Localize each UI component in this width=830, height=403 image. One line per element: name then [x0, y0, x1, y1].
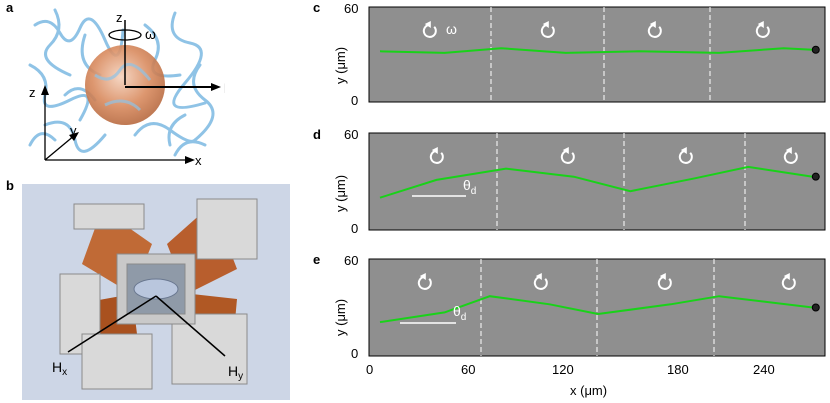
micrograph-d: [368, 132, 826, 231]
e-ytick-0: 0: [351, 346, 359, 361]
trajectory-d: [379, 165, 813, 199]
xtick-180: 180: [667, 362, 689, 377]
xtick-240: 240: [753, 362, 775, 377]
d-ytick-60: 60: [344, 127, 359, 142]
rotation-icon-d-1: [560, 150, 575, 164]
panel-d-label: d: [313, 127, 321, 142]
trajectory-e: [379, 295, 813, 324]
rotation-arrowhead-e-3: [783, 273, 790, 280]
rotation-arrowhead-e-0: [419, 273, 426, 280]
axis-x-label: x: [195, 153, 202, 165]
rotation-icon-d-2: [678, 150, 693, 164]
panel-b-coil-device: Hx Hy: [22, 184, 290, 400]
rotation-icon-d-0: [429, 150, 444, 164]
rotation-arrowhead-c-1: [542, 21, 549, 28]
particle-e: [811, 303, 820, 312]
c-ytick-60: 60: [344, 1, 359, 16]
trajectory-c: [379, 47, 813, 54]
rotation-arrowhead-c-3: [757, 21, 764, 28]
hy-label: Hy: [228, 363, 243, 382]
rotation-icon-c-3: [755, 24, 770, 38]
xtick-60: 60: [461, 362, 476, 377]
c-ytick-0: 0: [351, 93, 359, 108]
particle-c: [811, 45, 820, 54]
xlabel: x (μm): [570, 383, 608, 398]
rotation-arrowhead-c-0: [424, 21, 431, 28]
panel-e-ylabel: y (μm): [333, 298, 348, 336]
rotation-icon-e-3: [781, 276, 796, 290]
axis-z-label: z: [29, 85, 36, 100]
rotation-arrowhead-d-0: [431, 147, 438, 154]
rotation-icon-d-3: [783, 150, 798, 164]
rotation-icon-c-2: [647, 24, 662, 38]
xtick-0: 0: [366, 362, 374, 377]
panel-d-ylabel: y (μm): [333, 174, 348, 212]
particle-d: [811, 172, 820, 181]
rotation-arrowhead-d-1: [562, 147, 569, 154]
rotation-icon-e-2: [657, 276, 672, 290]
panel-c-label: c: [313, 0, 321, 15]
rotation-icon-e-1: [533, 276, 548, 290]
panel-b-label: b: [6, 178, 14, 193]
force-label: F: [224, 80, 225, 96]
hx-label: Hx: [52, 359, 67, 378]
panel-e-theta: θd: [453, 303, 467, 323]
xtick-120: 120: [552, 362, 574, 377]
rotation-icon-c-1: [540, 24, 555, 38]
rotation-arrowhead-d-3: [785, 147, 792, 154]
omega-label: ω: [145, 26, 156, 42]
rotation-arrowhead-c-2: [649, 21, 656, 28]
axis-y-label: y: [70, 123, 77, 138]
micrograph-c: [368, 6, 826, 103]
rotation-arrowhead-e-1: [535, 273, 542, 280]
panel-e-label: e: [313, 252, 321, 267]
d-ytick-0: 0: [351, 221, 359, 236]
e-ytick-60: 60: [344, 253, 359, 268]
panel-a-label: a: [6, 0, 14, 15]
panel-c-omega: ω: [446, 21, 457, 37]
rot-axis-label: z: [116, 10, 123, 25]
rotation-icon-e-0: [417, 276, 432, 290]
rotation-arrowhead-e-2: [659, 273, 666, 280]
panel-c-ylabel: y (μm): [333, 46, 348, 84]
rotation-icon-c-0: [422, 24, 437, 38]
rotation-arrowhead-d-2: [680, 147, 687, 154]
panel-d-theta: θd: [463, 177, 477, 197]
panel-a-schematic: z ω F z y x: [28, 8, 225, 165]
